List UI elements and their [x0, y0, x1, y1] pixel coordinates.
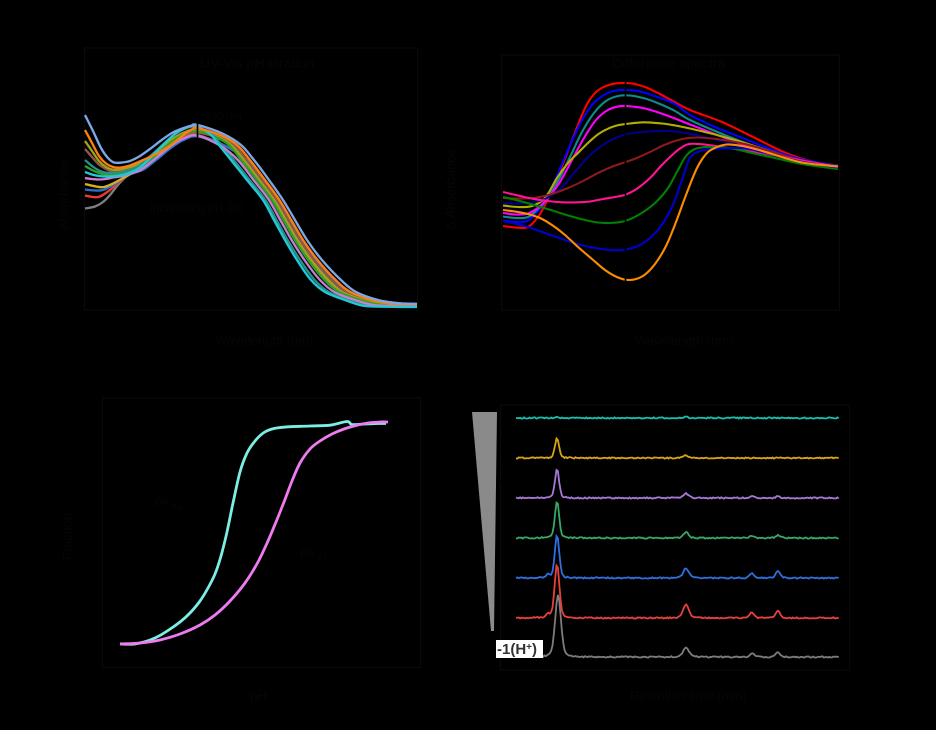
- svg-text:pK: pK: [300, 544, 315, 558]
- svg-text:pH: pH: [250, 688, 267, 703]
- svg-text:a1: a1: [172, 501, 182, 511]
- svg-text:pK: pK: [155, 494, 170, 508]
- svg-text:Δ Absorbance: Δ Absorbance: [443, 149, 458, 230]
- svg-text:Wavelength (nm): Wavelength (nm): [215, 333, 314, 348]
- svg-text:UV-Vis pH titration: UV-Vis pH titration: [200, 55, 314, 71]
- svg-text:a2: a2: [317, 551, 327, 561]
- svg-text:Retention time (min): Retention time (min): [630, 688, 747, 703]
- svg-text:increasing pH 2.0 → 10.5: increasing pH 2.0 → 10.5: [150, 201, 286, 215]
- svg-text:Fraction: Fraction: [60, 513, 75, 560]
- svg-text:Difference spectra: Difference spectra: [612, 55, 726, 71]
- svg-text:Wavelength (nm): Wavelength (nm): [635, 333, 734, 348]
- svg-text:Absorbance: Absorbance: [56, 161, 71, 230]
- svg-text:390 nm: 390 nm: [205, 111, 242, 123]
